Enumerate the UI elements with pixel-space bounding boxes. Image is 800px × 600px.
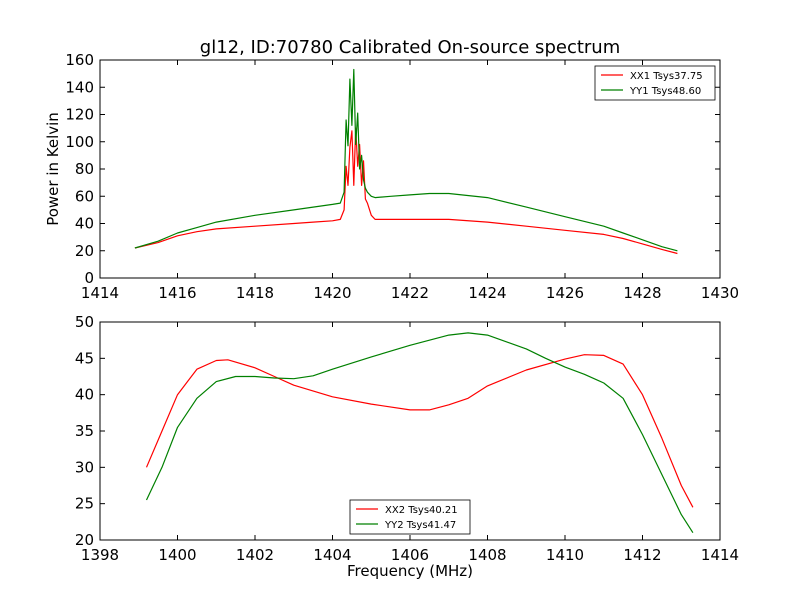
top-ytick-label: 20 — [75, 242, 94, 260]
bottom-xtick-label: 1402 — [236, 546, 274, 564]
top-xtick-label: 1426 — [546, 284, 584, 302]
top-legend-label-yy1: YY1 Tsys48.60 — [629, 86, 701, 97]
bottom-xtick-label: 1408 — [468, 546, 506, 564]
bottom-xtick-label: 1412 — [623, 546, 661, 564]
bottom-xtick-label: 1410 — [546, 546, 584, 564]
bottom-ytick-label: 35 — [75, 422, 94, 440]
bottom-ytick-label: 45 — [75, 349, 94, 367]
top-ytick-label: 160 — [65, 51, 94, 69]
bottom-xtick-label: 1406 — [391, 546, 429, 564]
bottom-ytick-label: 40 — [75, 386, 94, 404]
top-ytick-label: 60 — [75, 187, 94, 205]
top-ytick-label: 80 — [75, 160, 94, 178]
bottom-xtick-label: 1400 — [158, 546, 196, 564]
bottom-ytick-label: 50 — [75, 313, 94, 331]
top-series-line-1 — [134, 68, 678, 252]
bottom-series-line-1 — [145, 332, 694, 534]
bottom-chart-legend: XX2 Tsys40.21 YY2 Tsys41.47 — [349, 499, 471, 535]
top-ytick-label: 120 — [65, 106, 94, 124]
top-xtick-label: 1418 — [236, 284, 274, 302]
top-xtick-label: 1416 — [158, 284, 196, 302]
top-xtick-label: 1424 — [468, 284, 506, 302]
bottom-legend-box — [349, 499, 471, 535]
top-xtick-label: 1420 — [313, 284, 351, 302]
bottom-legend-label-xx2: XX2 Tsys40.21 — [385, 505, 458, 516]
top-xtick-label: 1430 — [701, 284, 739, 302]
bottom-chart: 1398 1400 1402 1404 1406 1408 1410 1412 1414 20 25… — [75, 313, 739, 564]
top-chart-title: gl12, ID:70780 Calibrated On-source spec… — [200, 37, 620, 58]
top-xtick-label: 1422 — [391, 284, 429, 302]
top-legend-label-xx1: XX1 Tsys37.75 — [630, 71, 703, 82]
top-chart-legend: XX1 Tsys37.75 YY1 Tsys48.60 — [594, 65, 716, 101]
bottom-chart-xlabel: Frequency (MHz) — [347, 562, 473, 580]
bottom-xtick-label: 1404 — [313, 546, 351, 564]
top-ytick-label: 140 — [65, 78, 94, 96]
top-ytick-label: 40 — [75, 215, 94, 233]
bottom-ytick-label: 25 — [75, 495, 94, 513]
bottom-xtick-label: 1414 — [701, 546, 739, 564]
bottom-series-line-0 — [145, 354, 694, 508]
bottom-ytick-label: 30 — [75, 458, 94, 476]
top-ytick-label: 0 — [84, 269, 94, 287]
top-chart: 1414 1416 1418 1420 1422 1424 1426 1428 1430 0 20 4… — [65, 51, 739, 302]
top-legend-box — [594, 65, 716, 101]
top-xtick-label: 1428 — [623, 284, 661, 302]
top-xtick-label: 1414 — [81, 284, 119, 302]
bottom-ytick-label: 20 — [75, 531, 94, 549]
top-chart-ylabel: Power in Kelvin — [44, 112, 62, 226]
top-ytick-label: 100 — [65, 133, 94, 151]
bottom-legend-label-yy2: YY2 Tsys41.47 — [384, 520, 456, 531]
bottom-xtick-label: 1398 — [81, 546, 119, 564]
